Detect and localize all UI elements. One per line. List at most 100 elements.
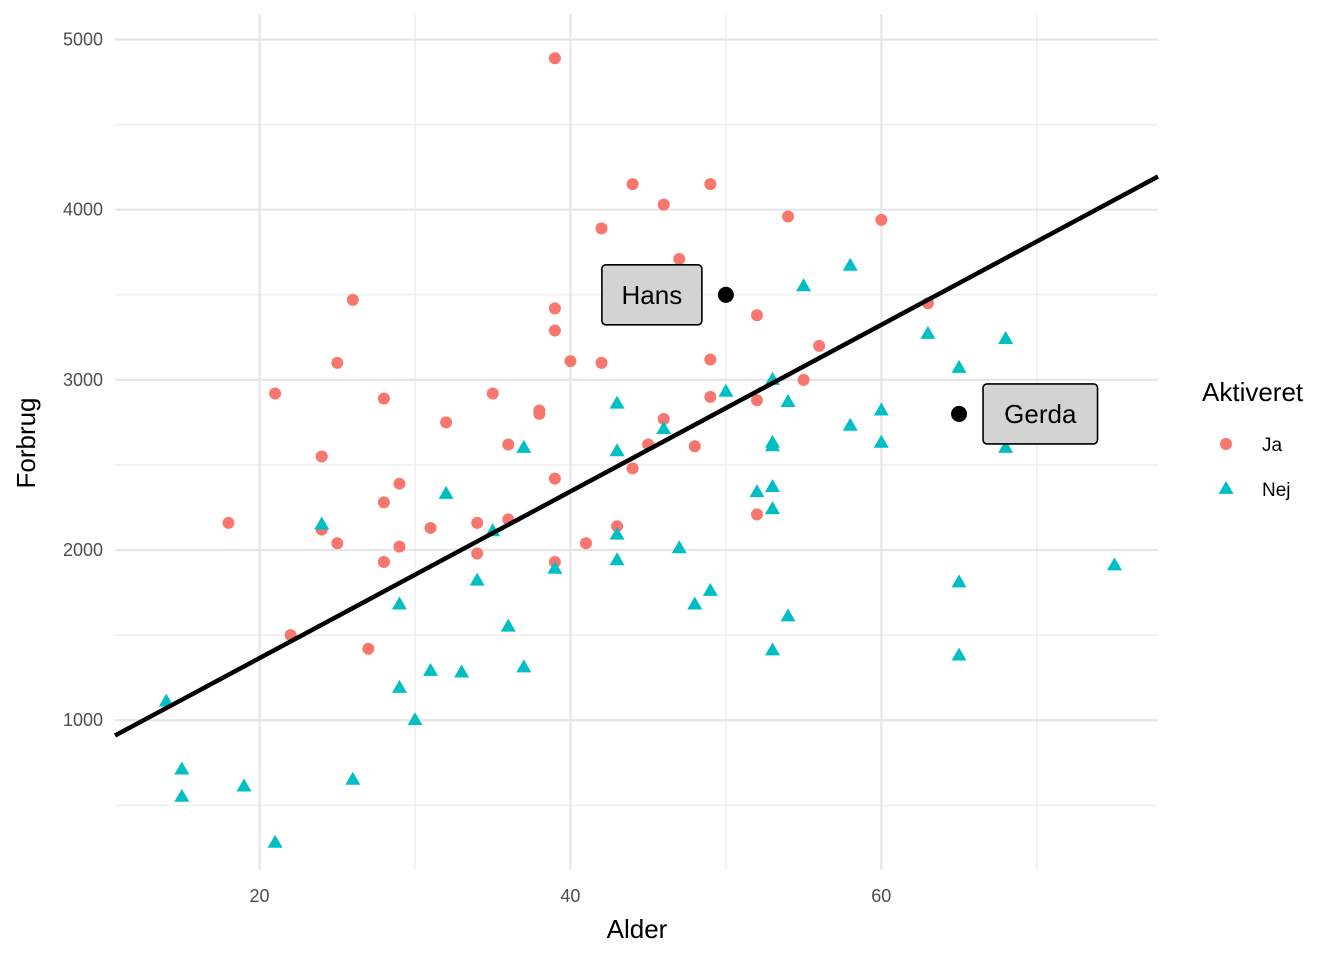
y-tick-label: 4000 [63,200,103,220]
data-point-nej [236,778,252,792]
data-point-nej [842,417,858,431]
x-axis-title: Alder [607,914,668,944]
data-point-nej [469,572,485,586]
data-point-nej [547,560,563,574]
data-point-nej [1106,557,1122,571]
data-point-nej [687,596,703,610]
data-point-nej [423,662,439,676]
data-point-nej [920,325,936,339]
data-point-ja [750,508,763,521]
major-gridlines [115,14,1158,870]
data-point-ja [486,387,499,400]
data-point-ja [595,222,608,235]
data-point-nej [873,434,889,448]
data-point-ja [377,496,390,509]
data-point-ja [440,416,453,429]
data-point-ja [750,309,763,322]
data-point-ja [657,198,670,211]
data-point-ja [875,213,888,226]
data-point-ja [595,356,608,369]
data-point-nej [391,596,407,610]
data-point-ja [362,642,375,655]
y-axis-title: Forbrug [11,397,41,488]
data-point-ja [564,355,577,368]
x-axis-tick-labels: 20 40 60 [250,886,892,906]
data-point-ja [626,462,639,475]
data-point-ja [704,390,717,403]
y-tick-label: 2000 [63,540,103,560]
annotation-gerda-point [951,405,968,422]
data-point-ja [548,52,561,65]
data-point-nej [749,484,765,498]
data-point-ja [797,373,810,386]
data-point-nej [516,659,532,673]
data-point-ja [269,387,282,400]
data-point-ja [533,407,546,420]
data-point-ja [673,253,686,266]
data-point-ja [611,520,624,533]
data-point-ja [471,547,484,560]
legend: Aktiveret Ja Nej [1202,377,1304,501]
y-tick-label: 5000 [63,30,103,50]
data-point-nej [174,761,190,775]
annotation-gerda-box [982,383,1099,445]
data-point-ja [424,521,437,534]
data-point-nej [314,516,330,530]
annotation-hans-point [717,286,734,303]
annotation-gerda-label: Gerda [1004,399,1077,429]
data-point-ja [331,356,344,369]
data-point-ja [704,178,717,191]
legend-key-nej [1218,480,1234,494]
data-point-nej [267,834,283,848]
legend-items: Ja Nej [1218,435,1291,501]
data-point-nej [765,438,781,452]
data-point-nej [656,421,672,435]
data-point-nej [454,664,470,678]
y-axis-tick-labels: 1000 2000 3000 4000 5000 [63,30,103,731]
data-point-nej [780,608,796,622]
data-point-ja [548,302,561,315]
legend-title: Aktiveret [1202,377,1304,407]
data-point-nej [345,771,361,785]
data-point-ja [657,413,670,426]
data-point-nej [951,359,967,373]
data-point-ja [782,210,795,223]
regression-line [113,174,1160,738]
legend-label-nej: Nej [1262,480,1291,501]
data-point-nej [873,402,889,416]
data-point-nej [609,552,625,566]
annotation-hans-label: Hans [622,280,683,310]
annotations: Hans Gerda [601,263,1099,445]
data-point-nej [609,395,625,409]
data-point-ja [502,438,515,451]
data-point-nej [765,642,781,656]
data-point-ja [688,440,701,453]
data-point-nej [158,693,174,707]
data-point-nej [609,443,625,457]
x-tick-label: 20 [250,886,270,906]
data-point-nej [174,788,190,802]
data-point-nej [391,679,407,693]
data-point-nej [702,582,718,596]
y-tick-label: 1000 [63,710,103,730]
data-point-nej [842,257,858,271]
data-point-nej [407,712,423,726]
data-point-ja [377,555,390,568]
data-point-ja [471,516,484,529]
data-point-nej [998,330,1014,344]
data-point-nej [500,618,516,632]
data-point-nej [796,278,812,292]
data-point-ja [813,339,826,352]
data-point-ja [393,477,406,490]
data-point-ja [548,472,561,485]
data-point-ja [626,178,639,191]
data-point-ja [750,394,763,407]
data-point-nej [998,439,1014,453]
data-point-ja [548,324,561,337]
data-point-nej [951,574,967,588]
data-point-nej [765,479,781,493]
data-point-ja [346,293,359,306]
data-point-ja [704,353,717,366]
x-tick-label: 40 [560,886,580,906]
